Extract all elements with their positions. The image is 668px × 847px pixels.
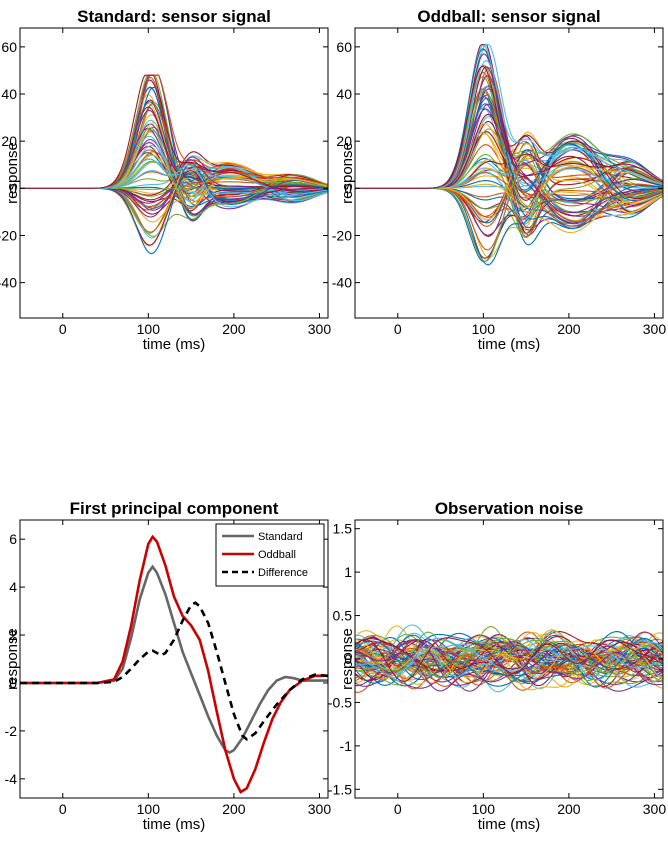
axes-frame	[19, 519, 329, 799]
y-axis-label: response	[339, 628, 356, 690]
chart-standard: 0 100 200 300 -40 -20 0 20 40 60 Standard: sensor …	[0, 7, 331, 353]
y-axis-label: response	[339, 142, 356, 204]
x-tick-label: 200	[222, 321, 246, 337]
y-tick-label: 0	[344, 651, 352, 667]
x-tick-label: 200	[557, 801, 581, 817]
y-tick-label: 60	[1, 39, 17, 55]
chart-title: Observation noise	[435, 499, 583, 518]
plot-area	[20, 534, 328, 794]
y-tick-label: 1	[344, 564, 352, 580]
x-tick-label: 0	[59, 321, 67, 337]
trace-line	[355, 65, 663, 189]
x-tick-label: 100	[472, 321, 496, 337]
y-tick-label: -0.5	[328, 694, 352, 710]
y-tick-label: -20	[332, 227, 352, 243]
trace-line	[355, 652, 663, 692]
trace-line	[20, 74, 328, 192]
y-axis-label: response	[4, 142, 21, 204]
y-tick-label: 60	[336, 39, 352, 55]
y-tick-label: 4	[9, 579, 17, 595]
y-tick-label: 20	[336, 133, 352, 149]
y-tick-label: 40	[1, 86, 17, 102]
x-tick-label: 0	[394, 321, 402, 337]
y-tick-label: 40	[336, 86, 352, 102]
x-tick-label: 0	[59, 801, 67, 817]
x-axis-label: time (ms)	[478, 816, 541, 833]
x-tick-label: 200	[557, 321, 581, 337]
y-tick-label: 0.5	[333, 608, 353, 624]
trace-line	[355, 639, 663, 682]
x-tick-label: 100	[137, 321, 161, 337]
x-tick-label: 0	[394, 801, 402, 817]
chart-title: Oddball: sensor signal	[417, 7, 600, 26]
trace-line	[355, 642, 663, 692]
trace-line	[355, 637, 663, 677]
series-line-oddball	[20, 534, 328, 794]
legend: Standard Oddball Difference	[215, 523, 325, 587]
y-tick-label: 0	[344, 180, 352, 196]
x-tick-label: 200	[222, 801, 246, 817]
chart-oddball: 0 100 200 300 -40 -20 0 20 40 60 Oddball: sensor s…	[332, 7, 667, 353]
legend-label: Standard	[258, 531, 303, 543]
trace-line	[355, 639, 663, 683]
trace-line	[355, 637, 663, 682]
chart-title: First principal component	[70, 499, 279, 518]
y-tick-label: 6	[9, 531, 17, 547]
series-line-standard	[20, 564, 328, 754]
series-line-difference	[20, 601, 328, 741]
legend-label: Oddball	[258, 549, 296, 561]
chart-pc1: 0 100 200 300 -4 -2 0 2 4 6 First principal compon…	[4, 499, 331, 833]
y-tick-label: -40	[0, 275, 17, 291]
axes-frame	[354, 27, 664, 319]
legend-label: Difference	[258, 567, 308, 579]
y-tick-label: -4	[5, 771, 18, 787]
y-axis-label: response	[4, 628, 21, 690]
chart-noise: 0 100 200 300 -1.5 -1 -0.5 0 0.5 1 1.5 Observation …	[328, 499, 666, 833]
plot-area	[355, 624, 663, 693]
y-tick-label: -1.5	[328, 781, 352, 797]
x-tick-label: 300	[643, 801, 667, 817]
y-tick-label: 2	[9, 627, 17, 643]
chart-title: Standard: sensor signal	[77, 7, 271, 26]
trace-line	[355, 641, 663, 674]
x-tick-label: 300	[643, 321, 667, 337]
trace-line	[355, 648, 663, 688]
y-tick-label: -40	[332, 275, 352, 291]
y-tick-label: -1	[340, 738, 353, 754]
trace-line	[355, 642, 663, 689]
x-axis-label: time (ms)	[143, 336, 206, 353]
y-tick-label: -20	[0, 227, 17, 243]
y-tick-label: 1.5	[333, 521, 353, 537]
trace-line	[355, 648, 663, 683]
plot-area	[355, 43, 663, 266]
x-tick-label: 100	[472, 801, 496, 817]
axes-frame	[19, 27, 329, 319]
y-tick-label: 0	[9, 180, 17, 196]
y-tick-label: 20	[1, 133, 17, 149]
x-tick-label: 300	[308, 321, 332, 337]
x-tick-label: 300	[308, 801, 332, 817]
y-tick-label: 0	[9, 675, 17, 691]
trace-line	[355, 638, 663, 687]
x-tick-label: 100	[137, 801, 161, 817]
x-axis-label: time (ms)	[478, 336, 541, 353]
plot-area	[20, 74, 328, 255]
y-tick-label: -2	[5, 723, 18, 739]
x-axis-label: time (ms)	[143, 816, 206, 833]
